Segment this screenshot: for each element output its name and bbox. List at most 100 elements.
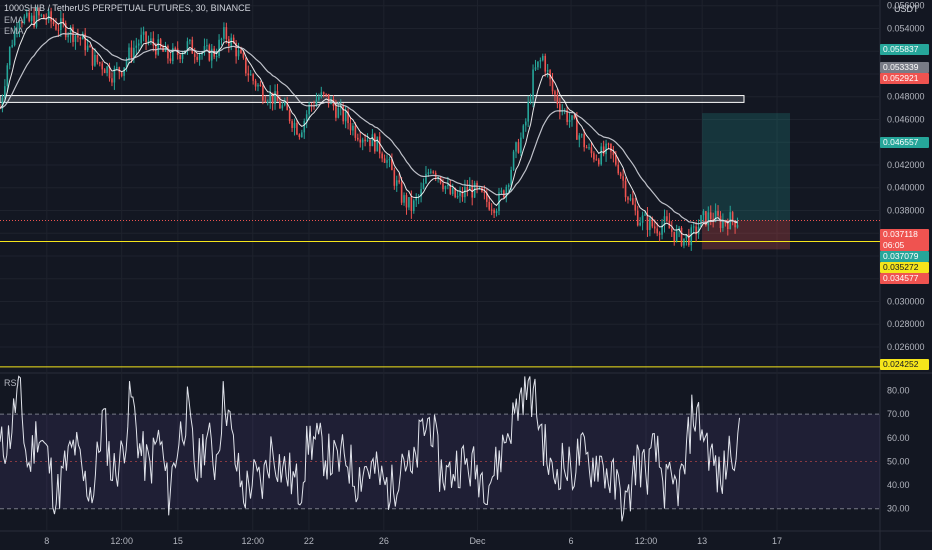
candle-body (597, 159, 600, 165)
candle-body (386, 160, 388, 163)
candle-body (726, 223, 729, 230)
candle-body (79, 37, 82, 40)
candle-body (120, 72, 123, 76)
candle-body (398, 180, 400, 183)
candle-body (615, 155, 617, 165)
candle-body (257, 84, 259, 87)
candle-body (271, 92, 274, 104)
candle-body (18, 22, 21, 30)
candle-body (252, 74, 254, 81)
rsi-series (0, 375, 880, 522)
candle-body (527, 102, 529, 122)
candle-body (524, 121, 527, 126)
rsi-tick-label: 60.00 (887, 433, 910, 443)
candle-body (624, 180, 627, 198)
resistance-zone (0, 95, 745, 103)
price-tick-label: 0.048000 (887, 92, 925, 102)
candle-body (169, 58, 172, 62)
candle-body (400, 182, 403, 203)
ema-indicator-label-2[interactable]: EMA (4, 26, 24, 36)
candle-series (0, 6, 739, 251)
candle-body (478, 187, 481, 189)
candle-body (495, 211, 498, 214)
candle-body (466, 186, 469, 191)
time-tick-label: 6 (569, 536, 574, 546)
horizontal-levels[interactable] (0, 95, 880, 368)
candle-body (84, 33, 86, 51)
time-tick-label: 17 (772, 536, 782, 546)
candle-body (81, 33, 84, 40)
candle-body (21, 22, 23, 24)
candle-body (374, 134, 376, 152)
candle-body (695, 226, 697, 235)
candle-body (585, 147, 588, 149)
candle-body (113, 68, 116, 83)
rsi-pane-label[interactable]: RSI (4, 378, 20, 388)
candle-body (249, 74, 252, 76)
candle-body (532, 69, 534, 100)
candle-body (634, 204, 637, 211)
candle-body (152, 38, 155, 46)
candle-body (279, 101, 281, 109)
candle-body (722, 220, 724, 229)
candle-body (688, 234, 690, 246)
candle-body (135, 45, 138, 48)
rsi-tick-label: 70.00 (887, 409, 910, 419)
time-tick-label: 13 (697, 536, 707, 546)
candle-body (191, 39, 194, 54)
candle-body (354, 125, 357, 138)
candle-body (724, 220, 727, 224)
candle-body (541, 55, 544, 61)
candle-body (378, 136, 381, 154)
price-tag-0055837: 0.055837 (880, 44, 929, 55)
current-price-tag: 0.037118 06:05 (880, 229, 929, 251)
position-tool[interactable] (702, 113, 790, 250)
candle-body (432, 171, 435, 173)
candle-body (1, 97, 4, 109)
candle-body (296, 122, 298, 135)
candle-body (189, 39, 191, 42)
candle-body (108, 66, 111, 79)
candle-body (653, 226, 656, 229)
candle-body (556, 94, 559, 105)
candle-body (262, 86, 264, 101)
candle-body (707, 212, 710, 226)
candle-body (405, 195, 408, 208)
candle-body (459, 192, 461, 196)
candle-body (116, 67, 118, 69)
candle-body (702, 211, 705, 216)
rsi-axis[interactable]: 80.00 70.00 60.00 50.00 40.00 30.00 (887, 386, 910, 514)
candle-body (578, 135, 581, 140)
ema-indicator-label-1[interactable]: EMA (4, 15, 24, 25)
candle-body (16, 29, 18, 31)
candle-body (210, 48, 213, 61)
candle-body (33, 15, 35, 27)
candle-body (298, 134, 301, 138)
candle-body (269, 92, 271, 102)
candle-body (130, 47, 133, 58)
time-axis[interactable]: 8 12:00 15 12:00 22 26 Dec 6 12:00 13 17 (44, 536, 782, 546)
candle-body (731, 212, 734, 221)
candle-body (308, 104, 310, 115)
candle-body (391, 159, 393, 171)
candle-body (447, 184, 449, 187)
candle-body (381, 153, 383, 159)
candle-body (203, 46, 206, 53)
candle-body (67, 35, 69, 38)
candle-body (6, 65, 9, 87)
candle-body (98, 62, 101, 64)
candle-body (315, 99, 318, 107)
candle-body (266, 101, 269, 103)
rsi-tick-label: 50.00 (887, 456, 910, 466)
candle-body (264, 100, 267, 102)
candle-body (125, 60, 128, 68)
candle-body (64, 23, 67, 38)
candle-body (50, 11, 52, 22)
time-tick-label: 12:00 (110, 536, 133, 546)
time-tick-label: Dec (469, 536, 486, 546)
candle-body (193, 53, 196, 57)
time-tick-label: 8 (44, 536, 49, 546)
candle-body (515, 142, 517, 152)
price-tick-label: 0.028000 (887, 319, 925, 329)
